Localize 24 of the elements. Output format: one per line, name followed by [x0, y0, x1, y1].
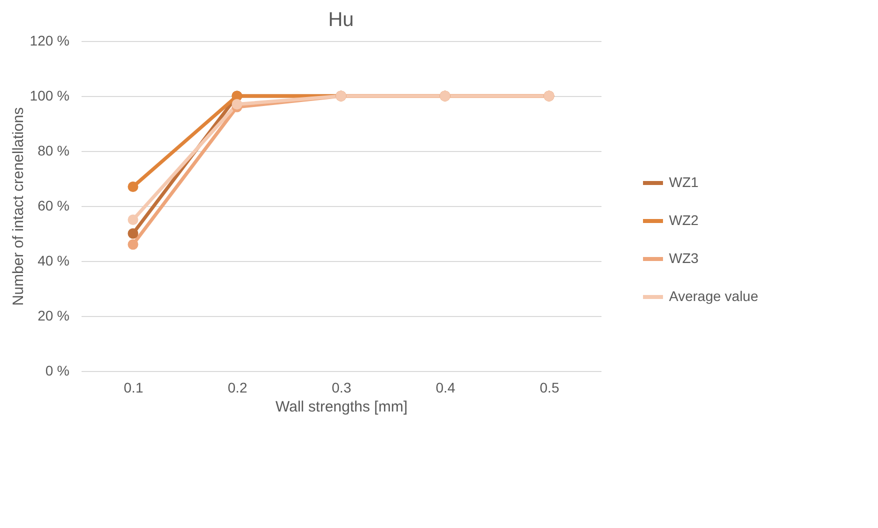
x-tick-label: 0.5 — [540, 380, 560, 396]
y-tick-label: 80 % — [38, 142, 70, 158]
legend-label: WZ3 — [669, 250, 699, 266]
y-tick-label: 100 % — [30, 88, 70, 104]
y-tick-label: 0 % — [45, 362, 70, 378]
x-tick-label: 0.3 — [332, 380, 352, 396]
y-tick-label: 40 % — [38, 252, 70, 268]
legend-label: Average value — [669, 288, 758, 304]
x-tick-label: 0.4 — [436, 380, 456, 396]
point — [232, 99, 242, 110]
point — [128, 228, 138, 239]
point — [128, 239, 138, 250]
x-tick-label: 0.1 — [124, 380, 144, 396]
y-tick-label: 120 % — [30, 32, 70, 48]
point — [128, 182, 138, 192]
legend-label: WZ1 — [669, 174, 699, 190]
y-axis-title: Number of intact crenellations — [10, 107, 27, 306]
chart-title: Hu — [328, 9, 354, 31]
y-tick-label: 20 % — [38, 308, 70, 324]
legend-label: WZ2 — [669, 212, 699, 228]
y-tick-label: 60 % — [38, 198, 70, 214]
x-axis-title: Wall strengths [mm] — [276, 398, 408, 416]
point — [128, 214, 138, 225]
x-tick-label: 0.2 — [228, 380, 248, 396]
